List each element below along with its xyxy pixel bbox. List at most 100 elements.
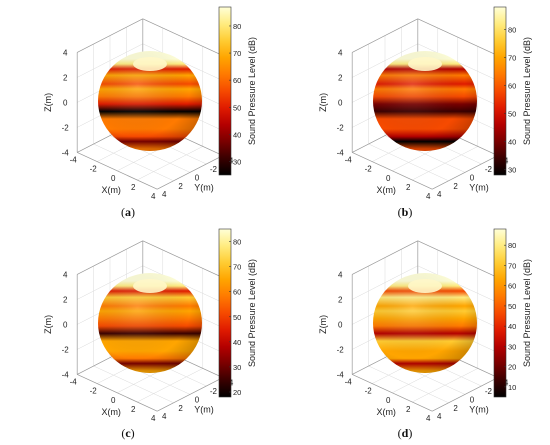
- surface-plot-d: -4-2024-4-2024-4-2024Z(m)Y(m)X(m)1020304…: [318, 228, 532, 423]
- sphere-shading-overlay: [373, 273, 477, 373]
- z-tick-label: -2: [62, 123, 70, 132]
- y-tick-label: 4: [437, 190, 442, 199]
- grid-line: [352, 43, 418, 78]
- panel-caption-c: (c): [121, 426, 135, 440]
- surface-plot-b: -4-2024-4-2024-4-2024Z(m)Y(m)X(m)3040506…: [318, 6, 532, 201]
- z-tick-label: 4: [63, 48, 68, 57]
- z-axis-label: Z(m): [43, 315, 53, 334]
- grid-line: [77, 265, 143, 300]
- panel-caption-d: (d): [397, 426, 413, 440]
- surface-plot-a: -4-2024-4-2024-4-2024Z(m)Y(m)X(m)3040506…: [43, 6, 257, 201]
- colorbar-tick-label: 70: [233, 49, 241, 58]
- panel-caption-a: (a): [121, 205, 135, 219]
- z-tick-label: 0: [338, 98, 343, 107]
- grid-line: [142, 265, 223, 303]
- axis-box-edge: [352, 152, 433, 190]
- grid-line: [93, 365, 174, 404]
- grid-line: [417, 265, 498, 303]
- grid-line: [77, 43, 143, 78]
- colorbar-tick-label: 60: [508, 81, 516, 90]
- axis-box-edge: [352, 18, 418, 53]
- grid-line: [368, 365, 449, 404]
- axis-box-edge: [432, 377, 498, 412]
- z-tick-label: 0: [63, 320, 68, 329]
- y-tick-label: 2: [178, 182, 183, 191]
- y-tick-label: 4: [437, 412, 442, 421]
- axis-box-edge: [77, 374, 158, 412]
- axis-box-edge: [77, 240, 143, 275]
- colorbar-tick-label: 70: [508, 53, 516, 62]
- colorbar-tick-label: 40: [233, 338, 241, 347]
- y-tick-label: -2: [210, 165, 218, 174]
- panel-caption-b: (b): [397, 205, 413, 219]
- axis-box-edge: [432, 155, 498, 190]
- z-tick-label: 4: [63, 270, 68, 279]
- y-tick-label: -2: [485, 387, 493, 396]
- x-tick-label: 0: [386, 174, 391, 183]
- axis-box-edge: [77, 152, 158, 190]
- colorbar-tick-label: 80: [508, 241, 516, 250]
- colorbar-tick-label: 50: [508, 109, 516, 118]
- x-tick-label: 4: [151, 414, 156, 423]
- x-axis-label: X(m): [376, 185, 396, 195]
- colorbar-tick-label: 20: [233, 388, 241, 397]
- grid-line: [412, 146, 478, 181]
- colorbar-tick-label: 50: [233, 313, 241, 322]
- grid-line: [93, 143, 174, 182]
- sphere-top-cap: [133, 279, 167, 293]
- z-tick-label: 0: [63, 98, 68, 107]
- y-tick-label: 0: [195, 395, 200, 404]
- z-tick-label: 2: [63, 73, 68, 82]
- x-tick-label: 2: [131, 405, 136, 414]
- x-tick-label: -4: [70, 377, 78, 386]
- y-tick-label: 0: [470, 173, 475, 182]
- z-tick-label: -2: [62, 345, 70, 354]
- z-axis-label: Z(m): [318, 93, 328, 112]
- colorbar-tick-label: 80: [233, 238, 241, 247]
- colorbar-tick-label: 40: [508, 137, 516, 146]
- sphere-shading-overlay: [98, 273, 202, 373]
- panel-a: -4-2024-4-2024-4-2024Z(m)Y(m)X(m)3040506…: [0, 0, 275, 222]
- axis-box-edge: [142, 18, 223, 56]
- z-tick-label: -4: [337, 370, 345, 379]
- grid-line: [142, 43, 223, 81]
- x-tick-label: 4: [426, 192, 431, 201]
- x-tick-label: -4: [70, 155, 78, 164]
- x-tick-label: -2: [90, 165, 98, 174]
- colorbar-tick-label: 50: [508, 302, 516, 311]
- colorbar-tick-label: 30: [508, 165, 516, 174]
- x-tick-label: -4: [345, 155, 353, 164]
- colorbar: [493, 6, 507, 176]
- z-tick-label: -4: [337, 148, 345, 157]
- y-axis-label: Y(m): [194, 404, 214, 414]
- z-tick-label: -2: [337, 345, 345, 354]
- colorbar-label: Sound Pressure Level (dB): [247, 37, 257, 145]
- z-axis-label: Z(m): [43, 93, 53, 112]
- x-tick-label: 2: [406, 405, 411, 414]
- x-tick-label: -2: [365, 387, 373, 396]
- x-tick-label: 0: [111, 396, 116, 405]
- sphere-top-cap: [133, 57, 167, 71]
- axis-box-edge: [142, 240, 223, 278]
- y-tick-label: 4: [162, 412, 167, 421]
- colorbar-tick-label: 60: [508, 282, 516, 291]
- z-tick-label: 2: [338, 295, 343, 304]
- colorbar-tick-label: 70: [233, 263, 241, 272]
- y-tick-label: 2: [453, 404, 458, 413]
- y-tick-label: -2: [485, 165, 493, 174]
- y-tick-label: 0: [470, 395, 475, 404]
- x-tick-label: 2: [131, 183, 136, 192]
- colorbar-tick-label: 30: [508, 342, 516, 351]
- z-tick-label: 0: [338, 320, 343, 329]
- sphere-shading-overlay: [373, 51, 477, 151]
- x-tick-label: 0: [386, 396, 391, 405]
- panel-c: -4-2024-4-2024-4-2024Z(m)Y(m)X(m)2030405…: [0, 222, 275, 444]
- sphere-top-cap: [408, 57, 442, 71]
- z-tick-label: 2: [338, 73, 343, 82]
- colorbar-label: Sound Pressure Level (dB): [247, 259, 257, 367]
- x-axis-label: X(m): [101, 185, 121, 195]
- axis-box-edge: [157, 377, 223, 412]
- z-tick-label: -4: [62, 148, 70, 157]
- x-tick-label: -2: [90, 387, 98, 396]
